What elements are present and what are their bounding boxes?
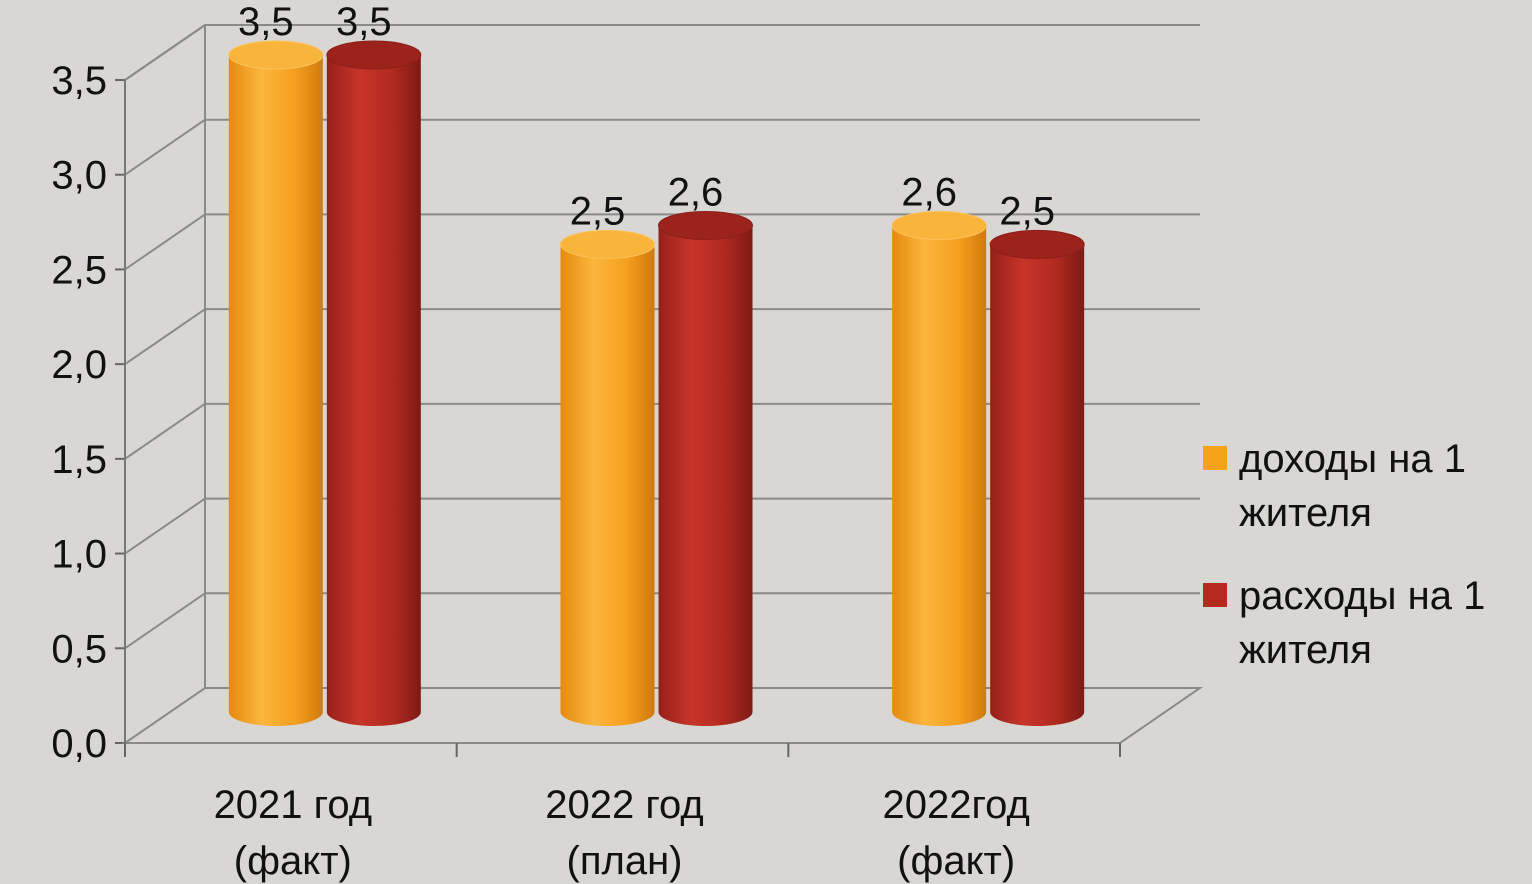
bar-body (658, 225, 753, 726)
x-tick-label: (факт) (897, 839, 1015, 883)
legend-entry: расходы на 1 жителя (1203, 574, 1485, 672)
y-tick-label: 3,0 (51, 154, 107, 198)
legend-label: доходы на 1 (1239, 437, 1466, 481)
data-label: 3,5 (336, 0, 392, 44)
gridline-diagonal (124, 403, 206, 460)
data-label: 2,6 (668, 170, 724, 214)
y-axis-top-diagonal (124, 24, 206, 81)
legend-swatch (1203, 583, 1227, 607)
data-label: 2,6 (901, 170, 957, 214)
y-tick-label: 2,5 (51, 248, 107, 292)
legend-label: расходы на 1 (1239, 574, 1485, 618)
bar-top (326, 40, 422, 70)
data-label: 2,5 (570, 189, 626, 233)
gridline-diagonal (124, 592, 206, 650)
legend-label: жителя (1239, 491, 1372, 535)
bar-body (892, 225, 987, 726)
x-tick-label: 2022год (882, 783, 1029, 827)
bar-expense (989, 229, 1085, 726)
bar-body (560, 244, 655, 726)
bar-top (891, 210, 987, 240)
gridline-diagonal (124, 308, 206, 365)
legend-swatch (1203, 446, 1227, 470)
y-tick-label: 1,5 (51, 438, 107, 482)
y-tick-label: 3,5 (51, 59, 107, 103)
y-tick-label: 1,0 (51, 533, 107, 577)
x-tick-label: (факт) (234, 839, 352, 883)
legend-entry: доходы на 1 жителя (1203, 437, 1466, 535)
legend: доходы на 1 жителя расходы на 1 жителя (1203, 437, 1485, 672)
bar-top (658, 210, 753, 240)
gridline-diagonal (124, 118, 206, 176)
axis-layer (115, 24, 1204, 757)
data-label: 2,5 (999, 189, 1055, 233)
y-tick-label: 0,5 (51, 627, 107, 671)
x-tick-label: (план) (567, 839, 683, 883)
bar-body (990, 244, 1085, 726)
bar-body (228, 55, 323, 726)
bar-body (326, 55, 421, 726)
bar-expense (658, 210, 753, 726)
bars-layer (228, 40, 1085, 726)
bar-top (560, 229, 655, 259)
bar-top (989, 229, 1085, 259)
x-tick-label: 2021 год (214, 783, 373, 827)
y-tick-label: 0,0 (51, 722, 107, 766)
x-tick-label: 2022 год (545, 783, 704, 827)
labels-layer: 0,0 0,5 1,0 1,5 2,0 2,5 3,0 3,5 3,5 3,5 2021 год (ф… (51, 0, 1055, 883)
y-tick-label: 2,0 (51, 343, 107, 387)
bar-expense (326, 40, 422, 726)
bar-income (228, 40, 324, 726)
data-label: 3,5 (238, 0, 294, 44)
gridline-diagonal (124, 497, 206, 555)
bar-income (891, 210, 987, 726)
bar-income (560, 229, 655, 726)
legend-label: жителя (1239, 628, 1372, 672)
gridline-diagonal (124, 213, 206, 271)
bar-top (228, 40, 324, 70)
